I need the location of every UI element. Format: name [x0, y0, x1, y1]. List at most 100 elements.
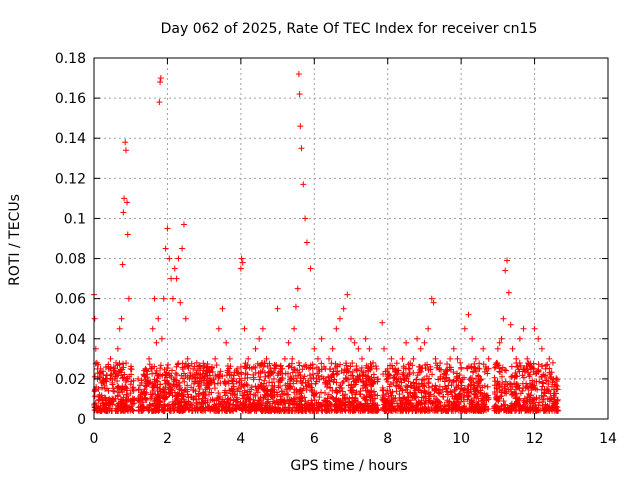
data-point: [151, 363, 158, 370]
data-point: [348, 335, 354, 342]
data-point: [116, 361, 123, 368]
data-point: [141, 386, 148, 393]
data-point: [458, 365, 465, 372]
data-point: [154, 378, 161, 385]
x-tick-label: 6: [310, 431, 319, 447]
data-point: [162, 380, 169, 387]
data-point: [238, 255, 245, 262]
data-point: [124, 407, 131, 414]
data-point: [157, 362, 164, 369]
data-point: [524, 355, 531, 362]
data-point: [403, 339, 410, 346]
data-point: [99, 384, 106, 391]
data-point: [314, 355, 321, 362]
data-point: [121, 195, 128, 202]
data-point: [99, 399, 106, 406]
data-point: [114, 377, 121, 384]
data-point: [110, 387, 117, 394]
data-point: [177, 299, 184, 306]
data-point: [318, 373, 325, 380]
data-point: [454, 355, 461, 362]
data-point: [538, 345, 545, 352]
data-point: [465, 311, 472, 318]
data-point: [238, 383, 245, 390]
data-point: [379, 319, 386, 326]
data-point: [338, 384, 345, 391]
data-point: [500, 315, 507, 322]
data-point: [151, 295, 158, 302]
data-point: [311, 396, 318, 403]
data-point: [285, 363, 292, 370]
data-point: [372, 363, 379, 370]
data-point: [484, 383, 491, 390]
data-point: [353, 389, 360, 396]
data-point: [285, 339, 292, 346]
data-point: [160, 295, 167, 302]
y-tick-label: 0.02: [55, 372, 86, 388]
data-point: [450, 345, 457, 352]
data-point: [128, 378, 135, 385]
data-point: [318, 335, 325, 342]
data-point: [175, 255, 182, 262]
data-point: [158, 335, 165, 342]
data-point: [116, 325, 123, 332]
data-point: [256, 335, 263, 342]
data-point: [155, 315, 162, 322]
data-point: [316, 394, 323, 401]
data-point: [291, 325, 298, 332]
data-point: [296, 91, 303, 98]
data-point: [494, 345, 501, 352]
y-tick-label: 0: [77, 412, 86, 428]
data-point: [153, 377, 160, 384]
data-point: [215, 390, 222, 397]
data-point: [125, 295, 132, 302]
data-point: [105, 397, 112, 404]
data-point: [157, 75, 164, 82]
data-point: [282, 382, 289, 389]
data-point: [114, 345, 121, 352]
data-point: [124, 387, 131, 394]
data-point: [513, 355, 520, 362]
data-point: [171, 265, 178, 272]
data-point: [373, 365, 380, 372]
data-point: [329, 345, 336, 352]
data-point: [292, 303, 299, 310]
data-point: [295, 71, 302, 78]
data-point: [496, 368, 503, 375]
data-point: [351, 339, 358, 346]
data-point: [472, 355, 479, 362]
data-point: [219, 305, 226, 312]
data-point: [554, 383, 561, 390]
data-point: [187, 369, 194, 376]
data-point: [546, 355, 553, 362]
x-axis-label: GPS time / hours: [290, 458, 407, 474]
data-point: [169, 387, 176, 394]
data-point: [107, 355, 114, 362]
data-point: [123, 375, 130, 382]
data-point: [93, 407, 100, 414]
data-point: [123, 360, 130, 367]
data-point: [457, 359, 464, 366]
data-point: [366, 345, 373, 352]
data-point: [414, 335, 421, 342]
data-point: [359, 355, 366, 362]
data-point: [111, 388, 118, 395]
data-point: [235, 385, 242, 392]
data-point: [295, 359, 302, 366]
data-point: [217, 368, 224, 375]
data-point: [215, 325, 222, 332]
data-point: [274, 305, 281, 312]
data-point: [106, 407, 113, 414]
data-point: [334, 363, 341, 370]
data-point: [162, 245, 169, 252]
data-point: [120, 374, 127, 381]
data-point: [362, 335, 369, 342]
data-point: [469, 335, 476, 342]
data-point: [119, 261, 126, 268]
data-point: [105, 402, 112, 409]
data-point: [234, 388, 241, 395]
y-tick-label: 0.18: [55, 51, 86, 67]
data-point: [169, 295, 176, 302]
data-point: [503, 367, 510, 374]
data-point: [281, 355, 288, 362]
